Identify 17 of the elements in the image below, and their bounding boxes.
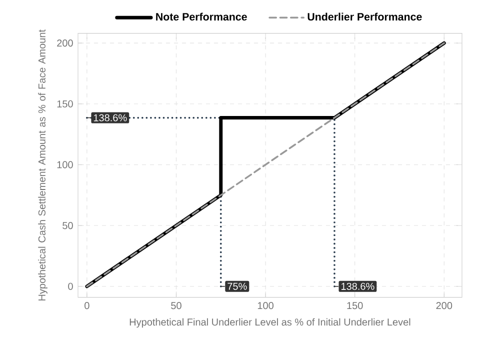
x-tick-label: 150 — [347, 302, 363, 310]
annotation: 138.6% — [94, 114, 127, 122]
legend-label: Note Performance — [156, 12, 247, 21]
annotation: 138.6% — [341, 282, 374, 290]
annotation: 75% — [228, 282, 247, 290]
x-tick-label: 100 — [258, 302, 274, 310]
y-axis-title: Hypothetical Cash Settlement Amount as % of Face Amount — [38, 30, 48, 300]
x-tick-label: 0 — [84, 302, 90, 310]
y-tick-label: 0 — [68, 282, 73, 290]
y-tick-label: 200 — [57, 40, 73, 47]
y-tick-label: 50 — [62, 222, 73, 230]
legend-label: Underlier Performance — [308, 12, 422, 21]
y-tick-label: 150 — [57, 100, 73, 108]
x-tick-label: 200 — [436, 302, 452, 310]
x-axis-title: Hypothetical Final Underlier Level as % of Initial Underlier Level — [130, 318, 410, 328]
y-tick-label: 100 — [57, 161, 73, 168]
x-tick-label: 50 — [171, 302, 182, 310]
